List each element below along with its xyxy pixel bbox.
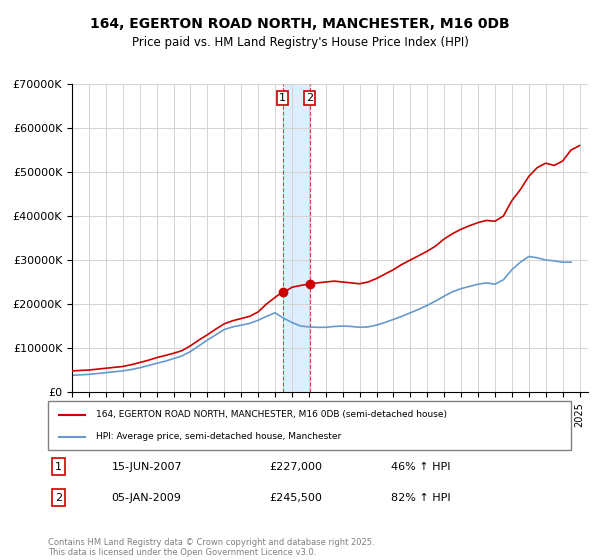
Text: 164, EGERTON ROAD NORTH, MANCHESTER, M16 0DB (semi-detached house): 164, EGERTON ROAD NORTH, MANCHESTER, M16… xyxy=(95,410,446,419)
Text: HPI: Average price, semi-detached house, Manchester: HPI: Average price, semi-detached house,… xyxy=(95,432,341,441)
Text: 15-JUN-2007: 15-JUN-2007 xyxy=(112,461,182,472)
Text: 1: 1 xyxy=(55,461,62,472)
Text: £227,000: £227,000 xyxy=(270,461,323,472)
Text: Contains HM Land Registry data © Crown copyright and database right 2025.
This d: Contains HM Land Registry data © Crown c… xyxy=(48,538,374,557)
Text: 82% ↑ HPI: 82% ↑ HPI xyxy=(391,493,451,503)
Text: 46% ↑ HPI: 46% ↑ HPI xyxy=(391,461,451,472)
Text: 05-JAN-2009: 05-JAN-2009 xyxy=(112,493,181,503)
Text: 1: 1 xyxy=(279,93,286,103)
Text: 2: 2 xyxy=(306,93,313,103)
Text: 164, EGERTON ROAD NORTH, MANCHESTER, M16 0DB: 164, EGERTON ROAD NORTH, MANCHESTER, M16… xyxy=(90,17,510,31)
Text: Price paid vs. HM Land Registry's House Price Index (HPI): Price paid vs. HM Land Registry's House … xyxy=(131,36,469,49)
FancyBboxPatch shape xyxy=(48,402,571,450)
Bar xyxy=(283,84,310,392)
Text: 2: 2 xyxy=(55,493,62,503)
Text: £245,500: £245,500 xyxy=(270,493,323,503)
